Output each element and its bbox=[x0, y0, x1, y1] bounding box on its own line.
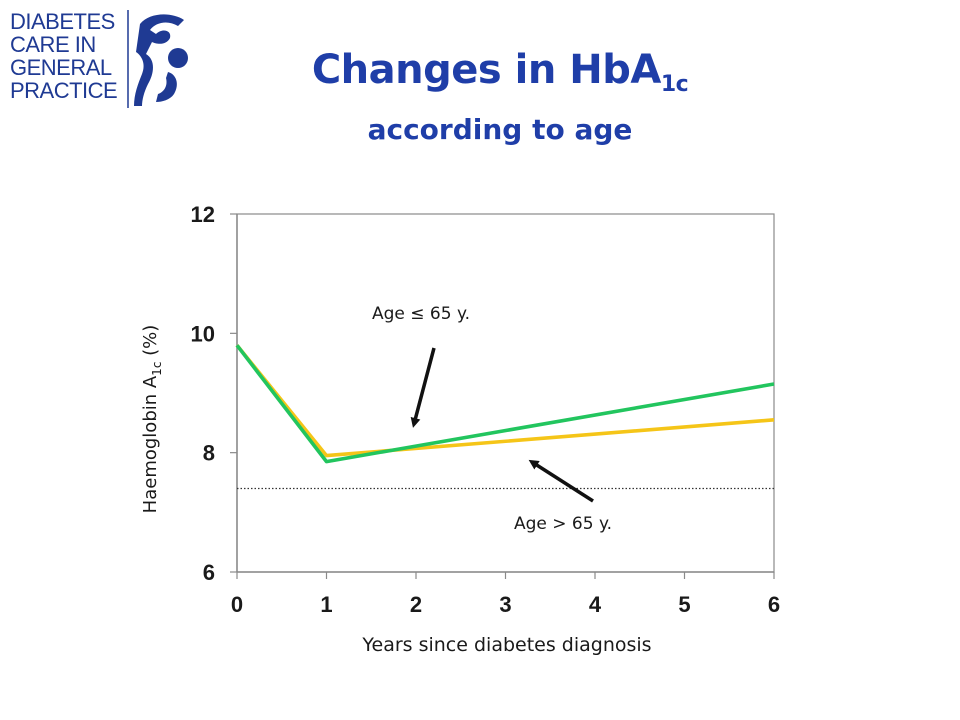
logo-line: CARE IN bbox=[10, 32, 96, 57]
x-tick-label: 4 bbox=[589, 592, 602, 617]
y-axis-label: Haemoglobin A1c (%) bbox=[140, 325, 164, 514]
x-axis-label: Years since diabetes diagnosis bbox=[362, 634, 652, 656]
title-main-text: Changes in HbA bbox=[311, 47, 661, 93]
x-tick-label: 5 bbox=[678, 592, 690, 617]
logo-figure-icon bbox=[127, 10, 188, 108]
x-tick-label: 3 bbox=[499, 592, 511, 617]
y-tick-label: 8 bbox=[203, 441, 215, 466]
title-main: Changes in HbA1c bbox=[240, 42, 760, 113]
title-subtitle: according to age bbox=[367, 113, 633, 146]
x-tick-label: 1 bbox=[320, 592, 332, 617]
plot-frame bbox=[236, 213, 775, 573]
y-axis-label-text: Haemoglobin A bbox=[140, 375, 162, 514]
logo-line: PRACTICE bbox=[10, 78, 118, 103]
arrow-age-65-or-under bbox=[410, 347, 436, 428]
y-axis-label-unit: (%) bbox=[140, 324, 162, 356]
logo-line: DIABETES bbox=[10, 9, 115, 34]
series-line-age-65-or-under bbox=[235, 344, 775, 464]
y-axis-label-subscript: 1c bbox=[149, 361, 164, 376]
annotation-age-65-or-under: Age ≤ 65 y. bbox=[372, 304, 471, 324]
series-line-age-over-65 bbox=[235, 344, 775, 458]
brand-logo: DIABETES CARE IN GENERAL PRACTICE bbox=[10, 10, 195, 110]
x-tick-label: 6 bbox=[768, 592, 780, 617]
y-tick-label: 12 bbox=[191, 202, 215, 227]
logo-line: GENERAL bbox=[10, 55, 112, 80]
x-tick-label: 0 bbox=[231, 592, 243, 617]
slide-title: Changes in HbA1c according to age bbox=[240, 42, 760, 149]
y-tick-label: 6 bbox=[203, 560, 215, 585]
y-tick-label: 10 bbox=[191, 321, 215, 346]
logo-wordmark: DIABETES CARE IN GENERAL PRACTICE bbox=[10, 10, 122, 102]
arrow-age-over-65 bbox=[528, 459, 594, 503]
annotation-age-over-65: Age > 65 y. bbox=[514, 514, 613, 534]
x-tick-label: 2 bbox=[410, 592, 422, 617]
title-main-subscript: 1c bbox=[660, 72, 689, 97]
